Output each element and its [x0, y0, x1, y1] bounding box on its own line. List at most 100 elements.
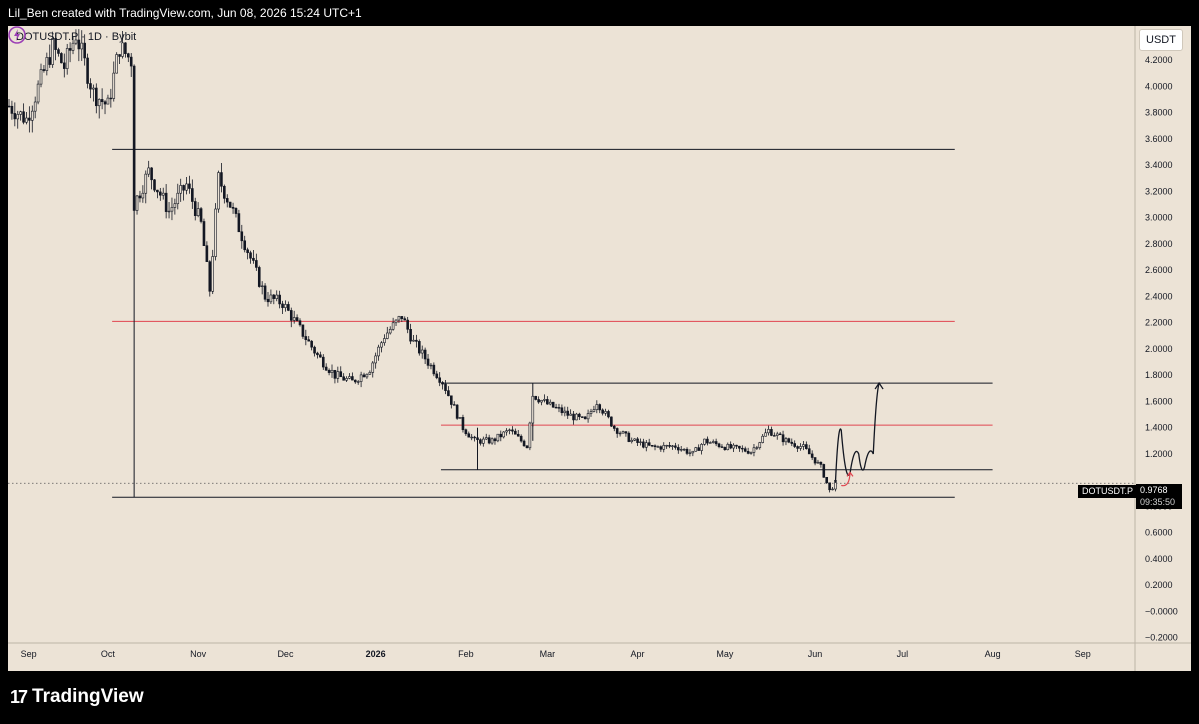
- candle-body: [671, 445, 674, 447]
- y-tick-label: 4.2000: [1145, 55, 1173, 65]
- candle-body: [572, 413, 575, 421]
- candle-body: [749, 451, 753, 454]
- candle-body: [482, 438, 485, 444]
- candle-body: [540, 400, 543, 403]
- candle-body: [758, 442, 762, 448]
- candle-body: [714, 441, 718, 445]
- candle-body: [25, 117, 28, 123]
- small-projection: [841, 472, 851, 487]
- bar-countdown: 09:35:50: [1140, 497, 1176, 507]
- candle-body: [770, 429, 773, 436]
- candle-body: [676, 447, 680, 451]
- candle-body: [595, 404, 599, 410]
- candle-body: [601, 409, 604, 414]
- candle-body: [438, 377, 441, 383]
- candle-body: [426, 358, 430, 366]
- candle-body: [333, 369, 337, 379]
- tradingview-logo[interactable]: 17 TradingView: [10, 685, 144, 709]
- candle-body: [490, 438, 494, 444]
- candle-body: [761, 435, 764, 443]
- candle-body: [16, 114, 20, 120]
- candle-body: [356, 381, 360, 383]
- candle-body: [455, 404, 459, 419]
- candle-body: [345, 378, 348, 381]
- candle-body: [822, 464, 826, 478]
- candle-body: [109, 97, 113, 100]
- candle-body: [831, 488, 834, 491]
- candle-body: [182, 185, 185, 191]
- candle-body: [816, 461, 820, 464]
- candle-body: [179, 185, 182, 194]
- x-tick-label: 2026: [366, 649, 386, 659]
- candle-body: [467, 433, 471, 438]
- candle-body: [65, 48, 69, 69]
- candle-body: [339, 371, 343, 378]
- candle-body: [176, 192, 180, 205]
- candle-body: [508, 429, 511, 431]
- candle-body: [138, 195, 142, 199]
- candle-body: [662, 445, 666, 450]
- candle-body: [659, 446, 663, 450]
- candle-body: [525, 445, 529, 449]
- candle-body: [691, 450, 695, 454]
- candle-body: [223, 185, 226, 199]
- candle-body: [805, 444, 808, 450]
- candle-body: [470, 436, 473, 439]
- candle-body: [170, 207, 174, 212]
- candle-body: [205, 245, 209, 262]
- candle-body: [150, 167, 153, 181]
- candle-body: [738, 445, 741, 449]
- candle-body: [19, 111, 22, 115]
- candle-body: [412, 339, 415, 342]
- candle-body: [124, 42, 127, 55]
- candle-body: [92, 87, 95, 90]
- candle-body: [554, 406, 558, 409]
- candle-body: [711, 441, 715, 443]
- candle-body: [121, 42, 124, 57]
- x-tick-label: Mar: [540, 649, 556, 659]
- candle-body: [528, 422, 532, 449]
- lightning-icon[interactable]: [8, 26, 26, 44]
- currency-button[interactable]: USDT: [1139, 29, 1183, 51]
- candle-body: [374, 355, 377, 364]
- candle-body: [196, 208, 200, 217]
- price-chart[interactable]: −0.2000−0.00000.20000.40000.60000.80001.…: [8, 26, 1191, 671]
- candle-body: [484, 437, 488, 440]
- candle-body: [781, 434, 785, 443]
- candle-body: [394, 319, 398, 324]
- candle-body: [327, 369, 331, 373]
- candle-body: [269, 294, 273, 303]
- candle-body: [496, 433, 500, 442]
- candle-body: [185, 183, 188, 191]
- candle-body: [77, 39, 81, 50]
- candle-body: [39, 69, 43, 85]
- x-tick-label: Oct: [101, 649, 116, 659]
- candle-body: [630, 439, 634, 442]
- candle-body: [275, 294, 279, 299]
- candle-body: [560, 407, 564, 414]
- chart-panel[interactable]: −0.2000−0.00000.20000.40000.60000.80001.…: [8, 26, 1191, 671]
- candle-body: [566, 410, 570, 416]
- y-tick-label: 2.0000: [1145, 344, 1173, 354]
- candle-body: [74, 39, 78, 44]
- candle-body: [534, 395, 538, 400]
- candle-body: [746, 451, 750, 454]
- candle-body: [435, 373, 439, 379]
- y-tick-label: 0.6000: [1145, 528, 1173, 538]
- candle-body: [810, 453, 814, 458]
- candle-body: [656, 446, 660, 448]
- candle-body: [493, 438, 497, 442]
- candle-body: [825, 477, 829, 484]
- candle-body: [391, 322, 395, 330]
- candle-body: [650, 444, 654, 447]
- candle-body: [618, 432, 622, 435]
- last-price-label: 0.9768 09:35:50: [1136, 484, 1182, 509]
- symbol-legend[interactable]: DOTUSDT.P · 1D · Bybit: [16, 31, 137, 43]
- candle-body: [193, 201, 197, 217]
- candle-body: [709, 442, 712, 444]
- candle-body: [784, 438, 788, 443]
- y-tick-label: 3.4000: [1145, 160, 1173, 170]
- y-tick-label: 0.2000: [1145, 580, 1173, 590]
- candle-body: [531, 395, 535, 424]
- candle-body: [237, 213, 241, 233]
